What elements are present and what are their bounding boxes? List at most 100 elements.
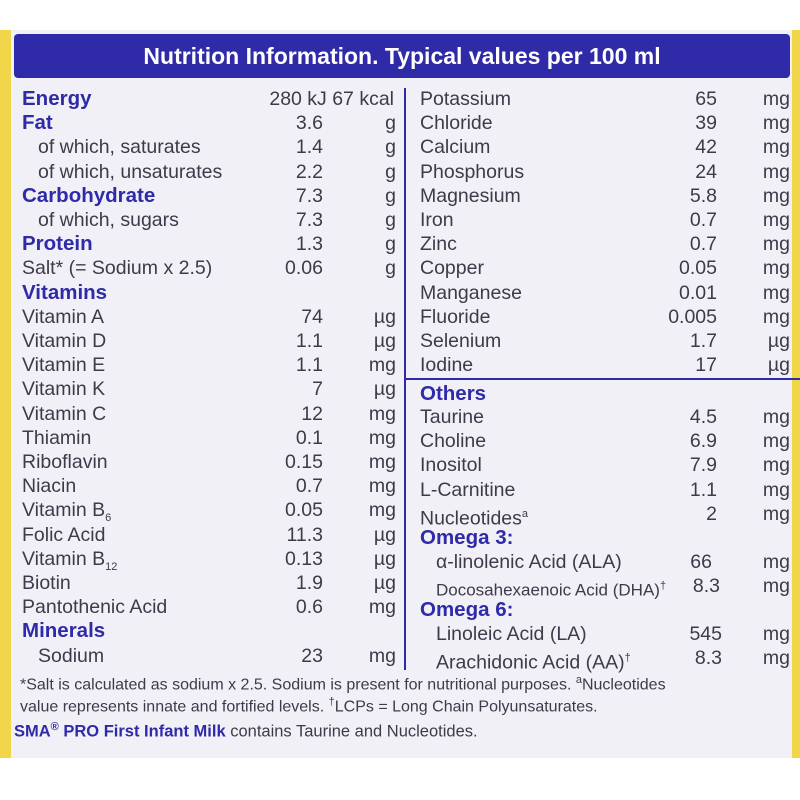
product-statement: SMA® PRO First Infant Milk contains Taur… — [14, 715, 478, 741]
right-label: Magnesium — [420, 184, 521, 207]
left-value: 0.15 — [285, 451, 323, 473]
product-name: PRO First Infant Milk — [58, 722, 226, 741]
others-label: Nucleotidesa — [420, 507, 529, 530]
right-value: 0.7 — [689, 209, 717, 231]
left-unit: g — [385, 160, 396, 183]
left-label: Minerals — [22, 619, 106, 643]
right-label: Copper — [420, 257, 484, 280]
right-row: Chloride 39 mg — [0, 111, 800, 135]
right-unit: mg — [762, 160, 790, 183]
right-unit: mg — [762, 233, 790, 256]
left-value: 0.1 — [295, 426, 323, 449]
right-row: Calcium 42 mg — [0, 135, 800, 159]
brand-name: SMA — [14, 722, 51, 741]
left-row: of which, saturates 1.4 g — [0, 135, 800, 159]
right-row: Iodine 17 µg — [0, 353, 800, 377]
left-value: 0.7 — [295, 475, 323, 498]
others-row: Inositol 7.9 mg — [0, 453, 800, 477]
left-label: Vitamin B6 — [22, 499, 112, 525]
left-label: Vitamin C — [22, 402, 107, 425]
others-label: L-Carnitine — [420, 478, 516, 501]
right-row: Potassium 65 mg — [0, 87, 800, 111]
others-divider — [406, 378, 800, 380]
omega3-row: Docosahexaenoic Acid (DHA)† 8.3 mg — [0, 574, 800, 600]
left-value: 1.1 — [295, 354, 323, 377]
right-unit: mg — [762, 184, 790, 207]
left-unit: mg — [368, 475, 396, 498]
left-unit: mg — [368, 596, 396, 619]
right-value: 42 — [695, 136, 717, 159]
left-unit: g — [385, 184, 396, 207]
left-row: Carbohydrate 7.3 g — [0, 184, 800, 208]
right-label: Chloride — [420, 112, 493, 135]
left-row: of which, sugars 7.3 g — [0, 208, 800, 232]
left-label: Vitamin A — [22, 305, 105, 328]
omega6-unit: mg — [762, 647, 790, 670]
footnote-lcps: LCPs = Long Chain Polyunsaturates. — [334, 698, 598, 716]
left-value: 1.4 — [295, 136, 323, 159]
others-row: Choline 6.9 mg — [0, 429, 800, 453]
left-unit: µg — [373, 330, 396, 352]
left-value: 7 — [312, 378, 323, 401]
left-value: 1.1 — [295, 330, 323, 352]
others-heading-text: Others — [420, 382, 487, 405]
others-heading: Others — [0, 382, 800, 406]
others-value: 1.1 — [689, 478, 717, 501]
left-label: Carbohydrate — [22, 183, 156, 207]
right-value: 1.7 — [689, 330, 717, 352]
others-label: Choline — [420, 430, 487, 453]
right-row: Magnesium 5.8 mg — [0, 184, 800, 208]
left-unit: mg — [368, 499, 396, 522]
footnote-sup-a: a — [575, 674, 582, 686]
left-row: Pantothenic Acid 0.6 mg — [0, 595, 800, 619]
left-unit: mg — [368, 402, 396, 425]
right-label: Fluoride — [420, 305, 491, 328]
left-unit: g — [385, 233, 396, 256]
omega3-row: α-linolenic Acid (ALA) 66 mg — [0, 550, 800, 574]
right-row: Zinc 0.7 mg — [0, 232, 800, 256]
left-row: Niacin 0.7 mg — [0, 474, 800, 498]
omega6-label: Linoleic Acid (LA) — [436, 623, 587, 645]
left-label: Vitamin E — [22, 354, 106, 377]
left-row: Minerals — [0, 619, 800, 643]
right-row: Selenium 1.7 µg — [0, 329, 800, 353]
omega3-heading-text: Omega 3: — [420, 526, 514, 549]
left-label: Vitamin K — [22, 378, 106, 401]
left-value: 12 — [301, 402, 323, 425]
footnote-sup-dagger: † — [328, 696, 335, 708]
others-value: 2 — [706, 502, 717, 525]
left-label: Fat — [22, 111, 53, 135]
left-value: 3.6 — [295, 112, 323, 135]
right-value: 65 — [695, 88, 717, 110]
right-value: 0.005 — [668, 305, 717, 328]
left-value: 23 — [301, 644, 323, 667]
right-value: 24 — [695, 160, 717, 183]
right-unit: mg — [762, 112, 790, 135]
omega3-label: α-linolenic Acid (ALA) — [436, 551, 622, 573]
left-unit: g — [385, 209, 396, 231]
omega6-row: Linoleic Acid (LA) 545 mg — [0, 622, 800, 646]
right-unit: mg — [762, 136, 790, 159]
right-label: Potassium — [420, 88, 512, 110]
left-value: 11.3 — [286, 523, 323, 546]
left-unit: mg — [368, 644, 396, 667]
others-unit: mg — [762, 454, 790, 477]
others-unit: mg — [762, 478, 790, 501]
left-label: Vitamins — [22, 280, 108, 304]
others-superscript: a — [521, 507, 529, 520]
left-row: Thiamin 0.1 mg — [0, 426, 800, 450]
left-value: 0.06 — [285, 257, 323, 280]
right-yellow-edge — [792, 30, 800, 758]
right-unit: mg — [762, 257, 790, 280]
footnote-value: value represents innate and fortified le… — [20, 698, 329, 716]
left-unit: g — [385, 112, 396, 135]
others-row: Nucleotidesa 2 mg — [0, 502, 800, 530]
left-unit: µg — [373, 378, 396, 401]
left-row: Vitamin C 12 mg — [0, 402, 800, 426]
left-row: Vitamin D 1.1 µg — [0, 329, 800, 353]
others-label: Inositol — [420, 454, 482, 477]
left-row: Vitamin B12 0.13 µg — [0, 547, 800, 573]
right-value: 0.7 — [689, 233, 717, 256]
left-value: 7.3 — [295, 209, 323, 231]
left-value: 1.3 — [295, 233, 323, 256]
